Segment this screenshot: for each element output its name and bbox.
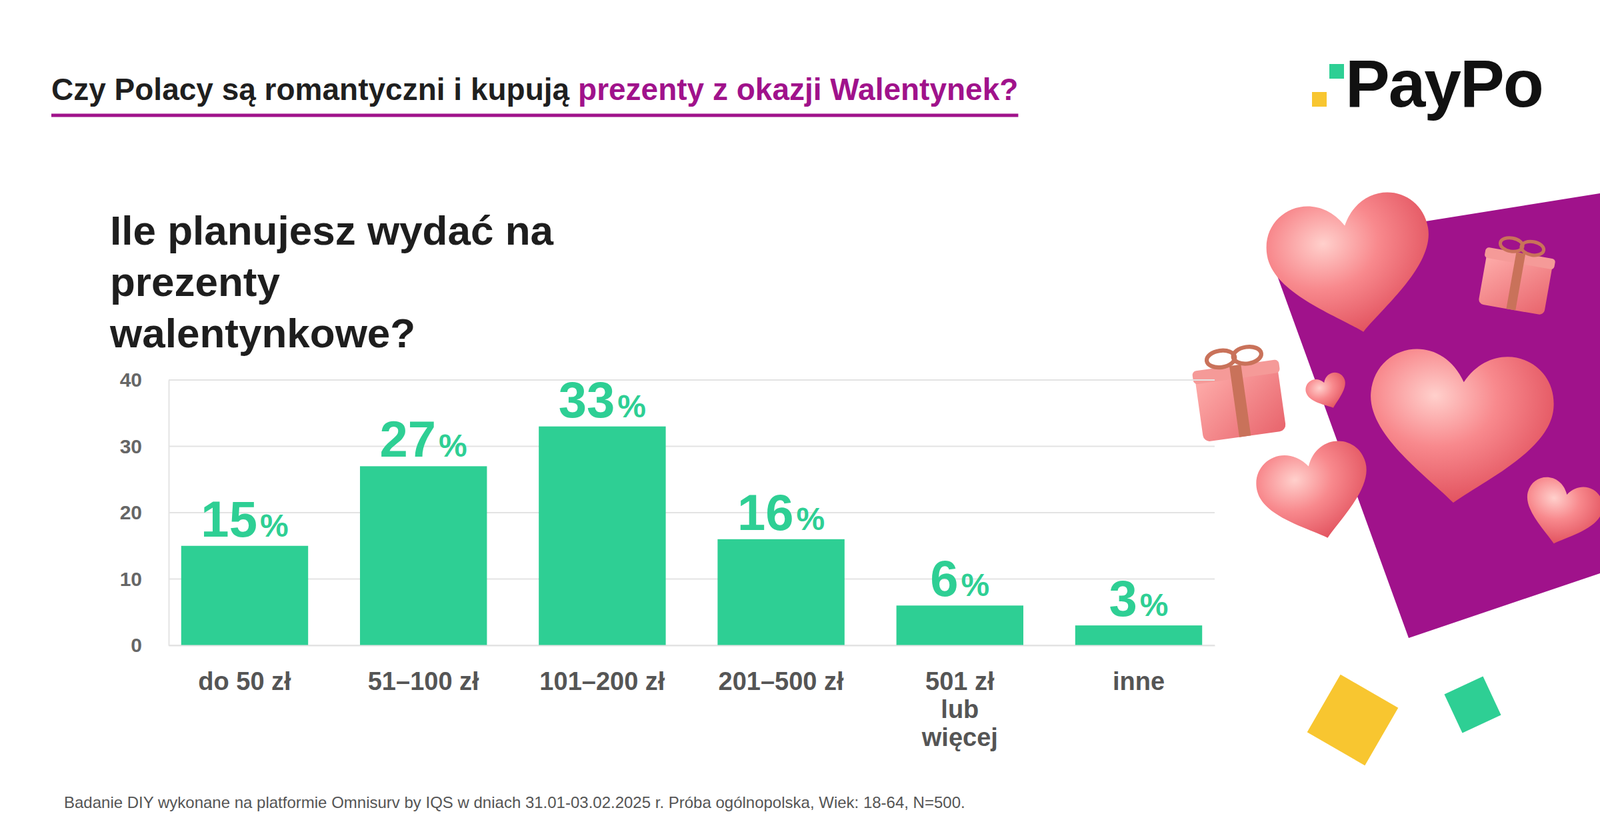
y-tick-label: 30 <box>120 435 142 458</box>
text-line: inne <box>1112 667 1165 696</box>
bar <box>1075 625 1202 646</box>
x-tick: 501 złlubwięcej <box>921 645 998 752</box>
data-label-number: 27 <box>380 410 437 468</box>
logo: PayPo <box>1345 46 1543 121</box>
header-highlight: prezenty z okazji Walentynek? <box>578 72 1018 107</box>
logo-square <box>1312 92 1327 107</box>
header-title-part: Czy Polacy są romantyczni i kupują <box>51 72 570 107</box>
y-tick-label: 40 <box>120 368 142 391</box>
x-axis: do 50 zł 51–100 zł 101–200 zł 201–500 zł 501… <box>169 645 1216 752</box>
bar <box>896 605 1024 646</box>
heart <box>1516 472 1600 554</box>
text-line: prezenty <box>110 258 280 305</box>
data-labels: 15%27%33%16%6%3% <box>200 371 1168 628</box>
x-tick: 51–100 zł <box>368 645 480 696</box>
data-label: 27% <box>380 410 468 468</box>
y-axis: 0 10 20 30 40 <box>120 368 170 656</box>
data-label-unit: % <box>617 388 646 424</box>
grid-line <box>168 446 1215 448</box>
bar <box>538 426 666 646</box>
heart <box>1302 369 1352 415</box>
data-label-number: 6 <box>930 550 958 607</box>
x-tick-label: do 50 zł <box>198 667 292 696</box>
data-label-unit: % <box>260 508 289 544</box>
data-label-unit: % <box>796 501 826 537</box>
text-line: do 50 zł <box>198 667 292 696</box>
green-square <box>1444 676 1501 733</box>
data-label-number: 33 <box>558 371 616 428</box>
text-line: 501 zł <box>925 667 995 696</box>
data-label: 33% <box>558 371 646 428</box>
chart-page: Czy Polacy są romantyczni i kupująprezen… <box>0 0 1600 836</box>
y-tick-label: 20 <box>120 501 142 524</box>
data-label-number: 3 <box>1109 570 1138 627</box>
y-tick-label: 10 <box>120 568 142 590</box>
y-tick: 40 <box>120 368 169 391</box>
data-label-unit: % <box>438 428 468 464</box>
text-line: walentynkowe? <box>109 310 416 356</box>
bar <box>717 539 844 646</box>
y-tick: 10 <box>120 568 169 590</box>
x-tick-label: inne <box>1112 667 1165 696</box>
x-tick-label: 51–100 zł <box>368 667 480 696</box>
text-line: 201–500 zł <box>718 667 844 696</box>
grid-line <box>168 512 1215 514</box>
gift <box>1189 342 1288 442</box>
y-tick-label: 0 <box>130 634 142 656</box>
grid-line <box>168 578 1215 580</box>
gift-bow <box>1499 236 1524 254</box>
gift-ribbon <box>1506 252 1526 310</box>
yellow-square <box>1307 674 1399 766</box>
data-label-unit: % <box>961 567 990 603</box>
grid-line <box>168 379 1215 381</box>
grid <box>168 380 1215 646</box>
data-label: 3% <box>1109 570 1169 627</box>
bars <box>181 426 1202 646</box>
decorations <box>1189 186 1600 766</box>
gift-bow <box>1205 348 1236 370</box>
header-underline <box>51 114 1018 118</box>
x-tick: 101–200 zł <box>539 645 665 696</box>
bar <box>181 546 308 646</box>
x-tick: do 50 zł <box>198 645 292 696</box>
chart-title: Ile planujesz wydać naprezenty walentynko… <box>109 207 554 356</box>
text-line: 101–200 zł <box>539 667 665 696</box>
x-tick-label: 501 złlubwięcej <box>921 667 998 752</box>
x-tick: 201–500 zł <box>718 645 844 696</box>
text-line: Ile planujesz wydać na <box>110 207 554 254</box>
y-tick: 0 <box>130 634 169 656</box>
y-axis-line <box>168 380 170 646</box>
text-line: więcej <box>921 723 998 752</box>
bar <box>360 466 487 646</box>
y-tick: 30 <box>120 435 169 458</box>
header-title: Czy Polacy są romantyczni i kupująprezen… <box>51 72 1018 107</box>
text-line: lub <box>940 695 979 724</box>
data-label: 15% <box>200 490 288 548</box>
grid-line <box>168 644 1215 646</box>
gift-ribbon <box>1229 364 1251 438</box>
data-label-unit: % <box>1140 587 1169 623</box>
gift-bow <box>1232 345 1263 366</box>
logo-square <box>1329 64 1344 79</box>
heart <box>1362 345 1558 511</box>
x-tick-label: 201–500 zł <box>718 667 844 696</box>
y-tick: 20 <box>120 501 169 524</box>
x-tick-label: 101–200 zł <box>539 667 665 696</box>
data-label: 6% <box>930 550 990 607</box>
data-label-number: 16 <box>737 484 794 541</box>
footnote: Badanie DIY wykonane na platformie Omnis… <box>64 793 966 812</box>
heart <box>1250 434 1382 552</box>
gift-bow <box>1520 240 1545 258</box>
gift <box>1476 234 1558 316</box>
text-line: 51–100 zł <box>368 667 480 696</box>
data-label-number: 15 <box>200 490 258 548</box>
x-axis-line <box>169 645 1216 647</box>
x-tick: inne <box>1112 645 1165 696</box>
data-label: 16% <box>737 484 825 541</box>
heart <box>1260 186 1444 346</box>
